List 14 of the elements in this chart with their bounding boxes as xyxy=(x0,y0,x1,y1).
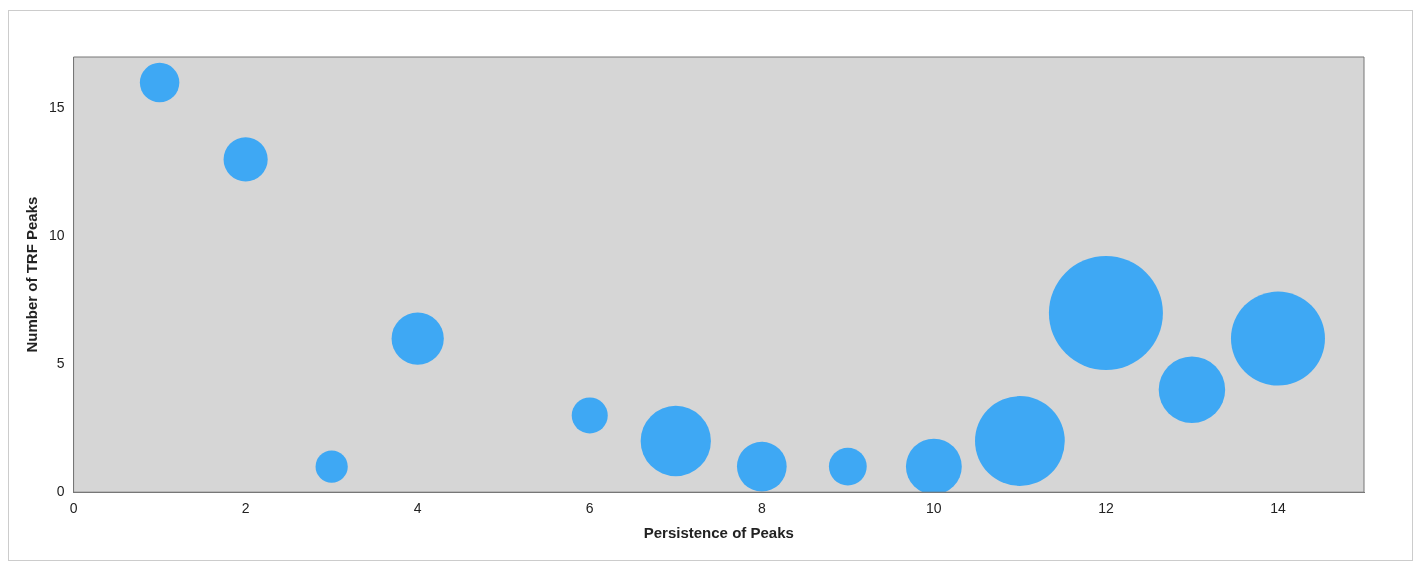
x-tick-label: 6 xyxy=(585,500,594,517)
x-tick-label: 10 xyxy=(926,500,942,517)
x-axis-title: Persistence of Peaks xyxy=(643,524,794,542)
x-tick-label: 4 xyxy=(413,500,422,517)
y-tick-label: 5 xyxy=(56,355,65,372)
x-tick-label: 14 xyxy=(1270,500,1286,517)
y-axis-title: Number of TRF Peaks xyxy=(23,196,41,353)
y-tick-label: 10 xyxy=(48,227,65,244)
x-tick-label: 2 xyxy=(241,500,250,517)
x-tick-label: 8 xyxy=(757,500,766,517)
x-tick-label: 0 xyxy=(69,500,78,517)
x-tick-label: 12 xyxy=(1098,500,1114,517)
y-tick-label: 15 xyxy=(48,99,65,116)
y-tick-label: 0 xyxy=(56,483,65,500)
